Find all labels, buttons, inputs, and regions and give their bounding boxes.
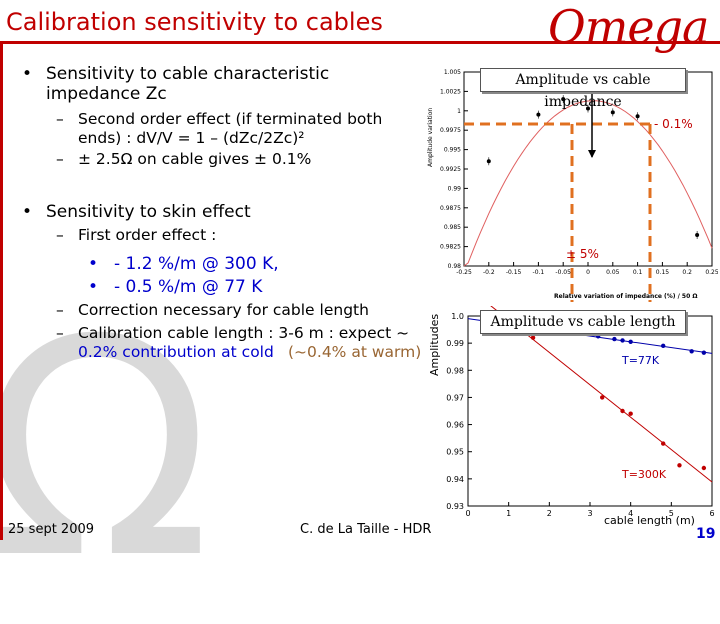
- omega-logo: Omega: [548, 0, 709, 54]
- annotation-5: ± 5%: [566, 247, 599, 261]
- y-tick-label: 0.995: [444, 147, 461, 154]
- y-tick-label: 0.98: [446, 366, 464, 375]
- x-tick-label: 2: [547, 509, 552, 518]
- y-tick-label: 0.9975: [440, 127, 461, 134]
- data-point: [530, 335, 536, 340]
- data-point: [595, 334, 601, 339]
- annotation-01: - 0.1%: [654, 117, 693, 131]
- y-tick-label: 0.99: [448, 185, 462, 192]
- y-tick-label: 0.99: [446, 339, 464, 348]
- legend-77k: T=77K: [621, 354, 660, 367]
- skin-effect-77k: - 0.5 %/m @ 77 K: [114, 277, 263, 297]
- data-point: [661, 343, 666, 349]
- skin-effect-300k: - 1.2 %/m @ 300 K,: [114, 254, 279, 274]
- data-point: [620, 408, 625, 414]
- data-point: [620, 338, 625, 343]
- data-point: [677, 463, 682, 468]
- impedance-plot: 1.005 1.0025 1 0.9975 0.995 0.9925 0.99 0.9875 0…: [424, 62, 718, 302]
- y-tick-label: 0.9825: [440, 244, 461, 251]
- y-tick-label: 0.9875: [440, 205, 461, 212]
- data-point: [628, 411, 633, 416]
- y-tick-label: 0.95: [446, 448, 464, 457]
- sub-bullet-2-5: Calibration cable length : 3-6 m : expec…: [78, 324, 410, 342]
- slide-title: Calibration sensitivity to cables: [6, 8, 383, 36]
- dash: –: [56, 150, 64, 168]
- data-point: [701, 465, 707, 471]
- x-tick-label: 3: [587, 509, 592, 518]
- x-axis-label: Relative variation of impedance (%) / 50…: [554, 293, 697, 300]
- left-border: [0, 41, 3, 540]
- sub-bullet-1-1: Second order effect (if terminated both …: [78, 110, 383, 147]
- title-underline: [0, 41, 720, 44]
- sub-bullet-2-5-cold: 0.2% contribution at cold: [78, 343, 274, 361]
- length-plot-label: Amplitude vs cable length: [480, 310, 686, 334]
- bullet-dot: •: [88, 277, 99, 297]
- x-tick-label: -0.25: [456, 269, 472, 276]
- sub-bullet-1-2: ± 2.5Ω on cable gives ± 0.1%: [78, 150, 312, 168]
- data-point: [689, 349, 694, 354]
- y-tick-label: 0.96: [446, 421, 464, 430]
- sub-bullet-2-1: First order effect :: [78, 226, 217, 244]
- data-point: [612, 336, 617, 342]
- sub-bullet-2-4: Correction necessary for cable length: [78, 301, 369, 319]
- bullet-2: Sensitivity to skin effect: [46, 202, 251, 222]
- dash: –: [56, 324, 64, 342]
- data-point: [661, 441, 666, 446]
- arrow-head: [588, 150, 596, 158]
- x-tick-label: 4: [628, 509, 633, 518]
- x-tick-label: 0.25: [705, 269, 718, 276]
- data-point: [701, 350, 707, 355]
- x-axis-label: cable length (m): [604, 514, 695, 527]
- y-tick-label: 0.98: [448, 263, 462, 270]
- y-tick-label: 1.005: [444, 69, 461, 76]
- x-tick-label: 0: [586, 269, 590, 276]
- page-number: 19: [696, 526, 716, 542]
- data-point: [600, 395, 605, 400]
- x-tick-label: -0.1: [533, 269, 545, 276]
- bullet-1: Sensitivity to cable characteristic impe…: [46, 64, 330, 104]
- y-tick-label: 1.0: [451, 312, 464, 321]
- x-tick-label: 0.2: [682, 269, 692, 276]
- sub-bullet-2-5-warm: (~0.4% at warm): [288, 343, 422, 361]
- dash: –: [56, 226, 64, 244]
- x-tick-label: 1: [506, 509, 511, 518]
- bullet-dot: •: [22, 202, 33, 222]
- x-tick-label: 5: [669, 509, 674, 518]
- parabola-fit: [463, 100, 713, 267]
- x-tick-label: -0.15: [506, 269, 522, 276]
- x-tick-label: -0.2: [483, 269, 495, 276]
- footer-author: C. de La Taille - HDR: [300, 522, 432, 537]
- dash: –: [56, 110, 64, 128]
- x-tick-label: -0.05: [555, 269, 571, 276]
- y-tick-label: 0.985: [444, 224, 461, 231]
- legend-300k: T=300K: [621, 468, 667, 481]
- y-tick-label: 0.9925: [440, 166, 461, 173]
- x-tick-label: 0.05: [606, 269, 620, 276]
- bullet-dot: •: [88, 254, 99, 274]
- bullet-dot: •: [22, 64, 33, 84]
- footer-date: 25 sept 2009: [8, 522, 95, 537]
- data-point: [628, 339, 633, 344]
- y-tick-label: 0.97: [446, 393, 464, 402]
- y-tick-label: 1: [457, 108, 461, 115]
- y-axis-label: Amplitude variation: [427, 108, 434, 167]
- y-axis-label: Amplitudes: [428, 314, 441, 376]
- impedance-plot-label: Amplitude vs cable impedance: [480, 68, 686, 110]
- x-tick-label: 0.1: [633, 269, 643, 276]
- y-tick-label: 0.94: [446, 475, 464, 484]
- x-tick-label: 0.15: [656, 269, 670, 276]
- dash: –: [56, 301, 64, 319]
- x-tick-label: 0: [465, 509, 470, 518]
- y-tick-label: 0.93: [446, 502, 464, 511]
- y-tick-label: 1.0025: [440, 88, 461, 95]
- x-tick-label: 6: [709, 509, 714, 518]
